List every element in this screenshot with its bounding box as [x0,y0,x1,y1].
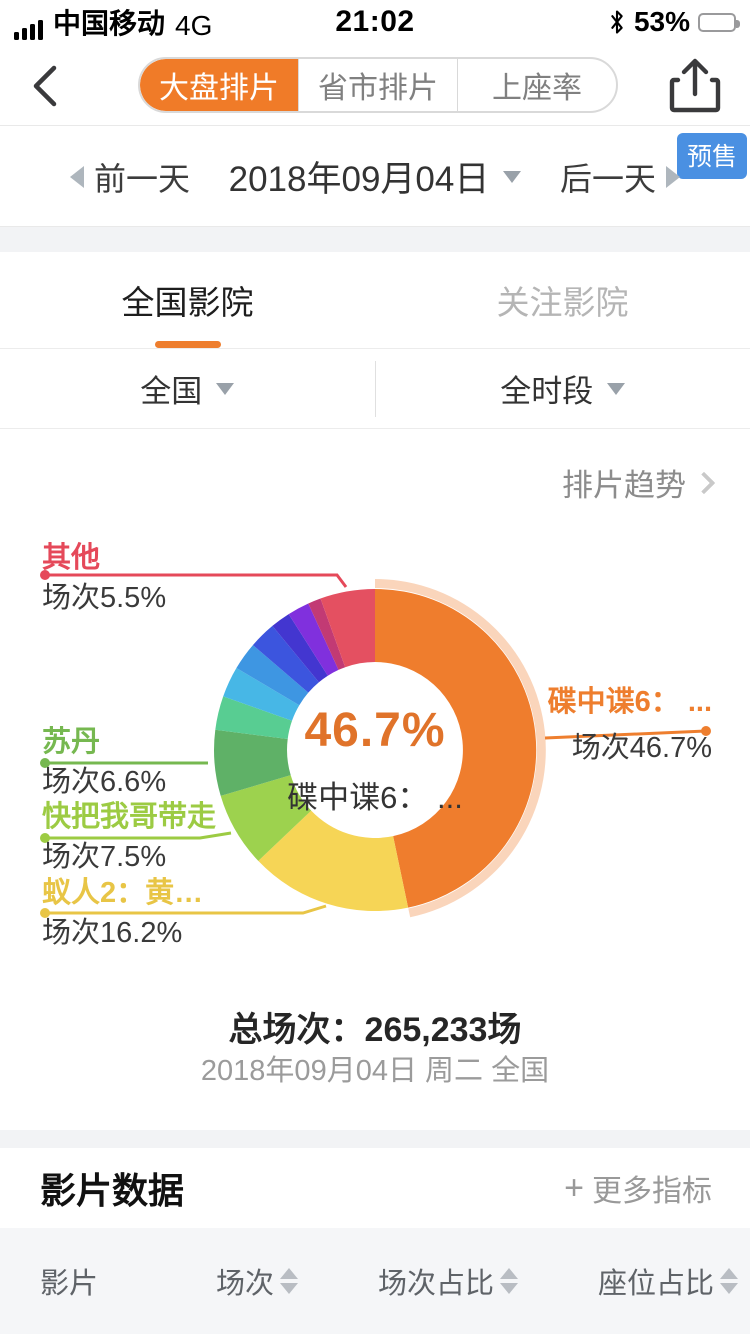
column-film: 影片 [40,1268,99,1300]
schedule-share-donut-chart[interactable] [0,530,750,1010]
battery-percent-label: 53% [633,6,690,37]
callout-gofindmybrother: 快把我哥带走 场次7.5% [42,801,217,874]
schedule-chart-section: 排片趋势 46.7% 碟中谍6： ... 其他 场次5.5% 苏丹 场次6.6%… [0,429,750,1130]
share-icon[interactable] [668,56,722,116]
total-sessions-label: 总场次：265,233场 [228,1011,522,1049]
status-bar: 中国移动 4G 21:02 53% [0,0,750,44]
column-session-share-sort[interactable]: 场次占比 [298,1260,518,1302]
section-divider [0,227,750,252]
column-seat-share-sort[interactable]: 座位占比 [518,1260,738,1302]
sort-icon [720,1268,738,1294]
more-metrics-button[interactable]: + 更多指标 [564,1168,712,1209]
network-type-label: 4G [175,10,213,41]
plus-icon: + [564,1168,584,1207]
clock: 21:02 [335,5,415,38]
prev-day-icon [70,165,84,188]
tab-followed-cinemas[interactable]: 关注影院 [496,284,629,321]
region-filter[interactable]: 全国 [0,349,375,428]
segment-shengshi-paipian[interactable]: 省市排片 [298,59,457,111]
film-table-header: 影片 场次 场次占比 座位占比 [0,1228,750,1334]
top-film-name: 碟中谍6： ... [287,780,463,815]
filter-bar: 全国 全时段 [0,349,750,429]
active-tab-underline [154,341,221,348]
callout-sudan: 苏丹 场次6.6% [42,726,167,799]
region-dropdown-icon [216,382,235,395]
date-dropdown-icon [503,170,522,183]
view-segmented-control: 大盘排片 省市排片 上座率 [138,57,618,113]
top-film-percent: 46.7% [304,704,446,757]
callout-antman2: 蚁人2：黄… 场次16.2% [42,877,204,950]
film-data-title: 影片数据 [40,1170,185,1211]
current-date-label: 2018年09月04日 [228,160,490,199]
next-day-button[interactable]: 后一天 [560,154,680,200]
column-sessions-sort[interactable]: 场次 [188,1260,298,1302]
segment-dapan-paipian[interactable]: 大盘排片 [140,59,298,111]
next-day-icon [665,165,680,188]
bluetooth-icon [611,10,623,34]
totals-subtitle: 2018年09月04日 周二 全国 [200,1055,550,1087]
chevron-right-icon [692,471,716,494]
cinema-scope-tabs: 全国影院 关注影院 [0,252,750,349]
film-data-header: 影片数据 + 更多指标 [0,1148,750,1228]
time-range-filter[interactable]: 全时段 [376,349,750,428]
section-divider [0,1130,750,1148]
nav-bar: 大盘排片 省市排片 上座率 [0,44,750,126]
sort-icon [280,1268,298,1294]
signal-strength-icon [14,20,43,42]
date-picker[interactable]: 2018年09月04日 [229,151,522,202]
presale-badge[interactable]: 预售 [676,133,747,179]
back-button[interactable] [22,62,70,110]
battery-icon [698,12,740,32]
sort-icon [500,1268,518,1294]
prev-day-button[interactable]: 前一天 [70,154,190,200]
callout-missionimpossible6: 碟中谍6： ... 场次46.7% [547,686,712,765]
carrier-label: 中国移动 [53,8,166,39]
tab-national-cinemas[interactable]: 全国影院 [0,252,375,348]
schedule-trend-link[interactable]: 排片趋势 [562,460,716,505]
filter-divider [374,360,376,417]
date-bar: 预售 前一天 2018年09月04日 后一天 [0,126,750,227]
donut-center-label: 46.7% 碟中谍6： ... [287,703,463,817]
callout-other: 其他 场次5.5% [42,542,167,615]
segment-shangzuolv[interactable]: 上座率 [457,59,616,111]
time-dropdown-icon [607,382,626,395]
